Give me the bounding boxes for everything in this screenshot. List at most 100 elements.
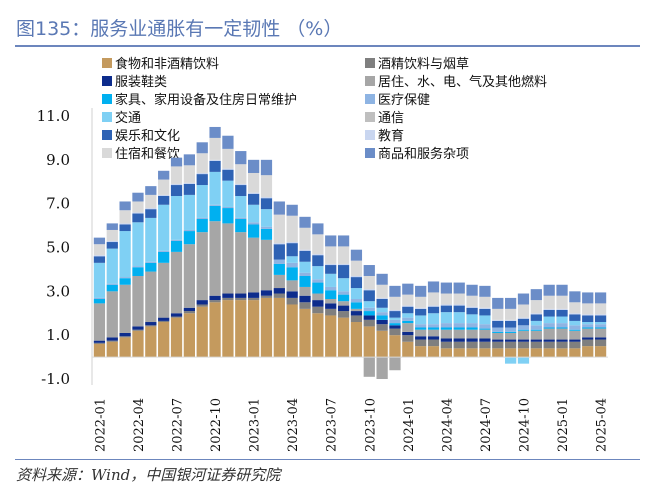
bar-segment xyxy=(453,341,465,349)
bar-segment xyxy=(196,153,208,173)
y-tick-label: 3.0 xyxy=(46,282,70,300)
bar-segment xyxy=(363,290,375,302)
bar-segment xyxy=(183,231,195,245)
bar-segment xyxy=(402,306,414,314)
bar-segment xyxy=(402,323,414,332)
bar-segment xyxy=(93,256,106,263)
bar-segment xyxy=(363,315,375,320)
legend-swatch xyxy=(102,94,112,104)
bar-segment xyxy=(440,329,452,339)
bar-segment xyxy=(196,142,208,154)
bar-segment xyxy=(594,315,607,323)
bar-segment xyxy=(466,348,478,358)
bar-segment xyxy=(260,198,273,210)
bar-segment xyxy=(582,339,594,347)
bar-segment xyxy=(145,194,157,209)
figure-title: 图135：服务业通胀有一定韧性 （%） xyxy=(16,18,343,40)
bar-segment xyxy=(119,223,131,225)
bar-segment xyxy=(222,300,234,358)
bar-segment xyxy=(209,221,221,296)
bar-segment xyxy=(145,326,157,358)
bar-segment xyxy=(453,282,465,294)
bar-segment xyxy=(492,339,504,342)
bar-segment xyxy=(325,303,337,309)
bar-segment xyxy=(376,315,388,320)
bar-segment xyxy=(453,329,465,339)
bar-segment xyxy=(132,222,144,267)
bar-segment xyxy=(466,306,478,308)
bar-segment xyxy=(415,315,427,325)
bar-segment xyxy=(183,313,195,358)
bar-segment xyxy=(248,193,260,205)
bar-segment xyxy=(325,246,337,264)
bar-segment xyxy=(286,262,298,268)
bar-segment xyxy=(286,215,298,243)
bar-segment xyxy=(170,251,183,314)
bar-segment xyxy=(582,315,594,323)
bar-segment xyxy=(106,291,118,338)
bar-segment xyxy=(235,297,247,301)
bar-segment xyxy=(582,322,594,325)
bar-segment xyxy=(556,308,568,310)
bar-segment xyxy=(158,320,170,323)
bar-segment xyxy=(325,286,337,291)
bar-segment xyxy=(248,192,260,194)
bar-segment xyxy=(350,322,363,358)
bar-segment xyxy=(312,293,324,301)
bar-segment xyxy=(260,209,273,227)
bar-stack-2024-09 xyxy=(505,297,517,364)
bar-segment xyxy=(273,201,285,215)
bar-segment xyxy=(222,297,234,301)
legend-swatch xyxy=(365,148,375,158)
bar-segment xyxy=(440,323,452,328)
bar-segment xyxy=(582,303,594,315)
bar-segment xyxy=(530,300,542,314)
bar-segment xyxy=(505,308,517,320)
legend-label: 交通 xyxy=(115,110,141,126)
bar-segment xyxy=(350,260,363,276)
legend-swatch xyxy=(102,130,112,140)
bar-segment xyxy=(119,210,131,224)
bar-segment xyxy=(158,262,170,318)
bar-segment xyxy=(556,295,568,309)
bar-segment xyxy=(337,291,350,295)
bar-segment xyxy=(492,308,504,320)
bar-segment xyxy=(594,324,607,328)
bar-segment xyxy=(569,314,581,321)
bar-segment xyxy=(312,313,324,358)
bar-segment xyxy=(119,278,131,285)
bar-segment xyxy=(222,148,234,169)
legend-swatch xyxy=(365,130,375,140)
bar-segment xyxy=(569,339,581,342)
bar-segment xyxy=(119,337,131,358)
bar-segment xyxy=(402,320,414,324)
bar-segment xyxy=(248,204,260,223)
bar-segment xyxy=(543,323,555,328)
bar-segment xyxy=(517,325,530,330)
bar-segment xyxy=(492,332,504,340)
bar-segment xyxy=(569,325,581,330)
bar-segment xyxy=(93,255,106,257)
bar-segment xyxy=(273,243,285,245)
bar-stack-2023-11 xyxy=(376,273,388,379)
bar-segment xyxy=(286,242,298,244)
bar-segment xyxy=(350,311,363,316)
bar-segment xyxy=(363,289,375,291)
bar-segment xyxy=(530,348,542,358)
bar-segment xyxy=(196,172,208,175)
bar-segment xyxy=(325,299,337,304)
bar-segment xyxy=(235,232,247,294)
bar-segment xyxy=(286,280,298,292)
bar-segment xyxy=(492,320,504,328)
bar-segment xyxy=(273,263,285,275)
bar-segment xyxy=(543,348,555,358)
bar-segment xyxy=(312,223,324,235)
bar-segment xyxy=(93,262,106,298)
bar-segment xyxy=(582,346,594,358)
bar-segment xyxy=(299,275,311,287)
bar-segment xyxy=(119,201,131,211)
bar-stack-2022-04 xyxy=(132,192,144,358)
legend-swatch xyxy=(365,76,375,86)
bar-segment xyxy=(299,272,311,276)
bar-segment xyxy=(363,357,375,377)
